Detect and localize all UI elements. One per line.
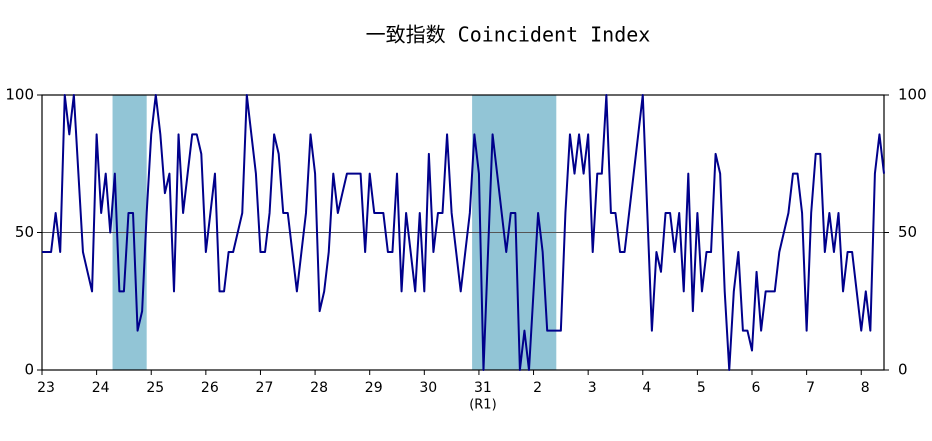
x-tick-label: 28 [310,380,328,396]
y2-tick-label: 100 [898,86,927,104]
x-tick-label: 4 [642,380,651,396]
x-tick-label: 7 [806,380,815,396]
x-tick-label: 23 [37,380,55,396]
x-tick-label: 25 [146,380,164,396]
x-tick-label: 24 [92,380,110,396]
x-tick-label: 6 [752,380,761,396]
chart-title: 一致指数 Coincident Index [366,23,651,47]
x-tick-label: 3 [588,380,597,396]
y-tick-label: 50 [15,223,34,241]
plot-frame [41,94,885,371]
x-tick-label: 5 [697,380,706,396]
x-tick-label: 31 [474,380,492,396]
x-tick-label: 26 [201,380,219,396]
data-line [42,94,885,371]
y-tick-label: 0 [24,361,34,379]
y2-tick-label: 0 [898,361,908,379]
x-tick-label: 2 [533,380,542,396]
y2-tick-label: 50 [898,223,917,241]
y-tick-label: 100 [5,86,34,104]
x-tick-label: 30 [419,380,437,396]
x-tick-label: 29 [365,380,383,396]
x-tick-label: 27 [256,380,274,396]
x-tick-label: 8 [861,380,870,396]
x-annotation: (R1) [469,398,496,413]
